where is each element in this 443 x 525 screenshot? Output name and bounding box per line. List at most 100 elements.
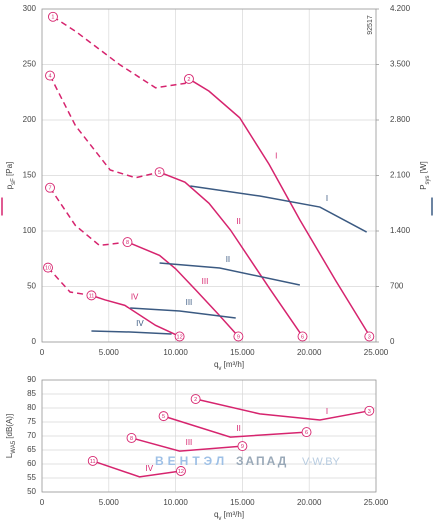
x-tick-label: 25.000 — [364, 348, 389, 357]
y2-tick-label: 2.800 — [390, 115, 411, 124]
marker-label: 12 — [178, 469, 184, 475]
marker — [301, 427, 312, 438]
series-line — [188, 78, 370, 336]
marker-label: 2 — [187, 77, 190, 83]
y2-tick-label: 3.500 — [390, 60, 411, 69]
marker-label: 2 — [194, 397, 197, 403]
y-axis-label-unit: [dB(A)] — [5, 414, 14, 441]
y-tick-label: 250 — [23, 60, 37, 69]
y2-tick-label: 4.200 — [390, 4, 411, 13]
x-axis-label: qv [m³/h] — [214, 360, 244, 371]
y-tick-label: 60 — [27, 459, 36, 468]
series-label: I — [326, 407, 328, 416]
series-line — [47, 267, 92, 297]
watermark-right: ЗАПАД — [236, 454, 288, 468]
y-axis-label: psF [Pa] — [5, 162, 16, 190]
marker — [43, 262, 53, 273]
marker-label: 1 — [51, 15, 54, 21]
x-tick-label: 10.000 — [163, 348, 188, 357]
marker-label: 11 — [90, 459, 96, 465]
series-line — [131, 437, 243, 452]
y-tick-label: 300 — [23, 4, 37, 13]
marker — [364, 331, 375, 342]
plot-frame — [41, 379, 377, 493]
y-tick-label: 65 — [27, 445, 36, 454]
y2-tick-label: 2.100 — [390, 171, 411, 180]
marker — [86, 290, 97, 301]
y-tick-label: 90 — [27, 375, 36, 384]
series-line — [127, 241, 239, 337]
y-tick-label: 0 — [32, 337, 37, 346]
y2-tick-label: 700 — [390, 282, 404, 291]
marker — [126, 433, 137, 443]
x-axis-label-unit: [m³/h] — [221, 360, 244, 369]
y2-axis-label-main: P — [419, 184, 428, 189]
x-axis-label-main: q — [214, 510, 218, 519]
x-tick-label: 15.000 — [230, 498, 255, 507]
y-tick-label: 100 — [23, 226, 37, 235]
y-tick-label: 85 — [27, 389, 36, 398]
plot-frame — [41, 8, 377, 343]
x-tick-label: 0 — [40, 498, 45, 507]
x-tick-label: 10.000 — [163, 498, 188, 507]
series-label: III — [202, 277, 209, 286]
marker-label: 8 — [130, 436, 133, 442]
marker — [45, 182, 55, 193]
series-label: II — [236, 217, 240, 226]
marker — [364, 405, 375, 416]
marker — [190, 394, 201, 404]
series-label: III — [186, 438, 193, 447]
y-tick-label: 75 — [27, 417, 36, 426]
marker-label: 4 — [48, 74, 51, 80]
marker — [122, 237, 133, 248]
series-line — [190, 185, 368, 233]
y2-axis-label-unit: [W] — [419, 161, 428, 175]
marker-label: 11 — [89, 293, 95, 299]
series-line — [163, 415, 307, 438]
y-tick-label: 50 — [27, 487, 36, 496]
marker — [87, 455, 98, 466]
marker-label: 3 — [368, 334, 371, 340]
y-tick-label: 70 — [27, 431, 36, 440]
x-tick-label: 0 — [40, 348, 45, 357]
y-axis-label-main: p — [5, 184, 14, 189]
y-axis-label-main: L — [5, 453, 14, 458]
series-line — [49, 75, 160, 179]
watermark-left: ВЕНТЭЛ — [155, 454, 228, 468]
marker-label: 10 — [45, 266, 51, 272]
series-line — [92, 460, 182, 478]
series-line — [195, 398, 370, 421]
series-label: IV — [136, 319, 144, 328]
x-axis-label-sub: v — [218, 516, 221, 522]
marker-label: 6 — [305, 430, 308, 436]
y-tick-label: 200 — [23, 115, 37, 124]
marker-label: 5 — [158, 170, 161, 176]
x-axis-label: qv [m³/h] — [214, 510, 244, 521]
marker-label: 3 — [368, 409, 371, 415]
marker — [45, 70, 55, 81]
watermark-site: V-W.BY — [302, 456, 341, 468]
marker-label: 9 — [241, 444, 244, 450]
x-axis-label-unit: [m³/h] — [221, 510, 244, 519]
marker — [233, 331, 244, 342]
marker — [184, 73, 194, 84]
x-axis-label-sub: v — [218, 366, 221, 372]
marker-label: 7 — [48, 186, 51, 192]
marker — [174, 331, 185, 342]
marker-label: 5 — [162, 414, 165, 420]
marker-label: 6 — [301, 334, 304, 340]
series-line — [49, 187, 128, 247]
y2-tick-label: 0 — [390, 337, 395, 346]
y2-tick-label: 1.400 — [390, 226, 411, 235]
x-tick-label: 15.000 — [230, 348, 255, 357]
chart-code: 92517 — [367, 15, 374, 35]
series-label: I — [275, 152, 277, 161]
series-line — [91, 330, 172, 335]
y-tick-label: 80 — [27, 403, 36, 412]
x-tick-label: 5.000 — [99, 348, 120, 357]
y2-axis-label: Psys [W] — [419, 161, 430, 190]
y-axis-label-sub: WA5 — [11, 440, 17, 453]
y-axis-label-sub: sF — [11, 178, 17, 185]
y-tick-label: 50 — [27, 282, 36, 291]
